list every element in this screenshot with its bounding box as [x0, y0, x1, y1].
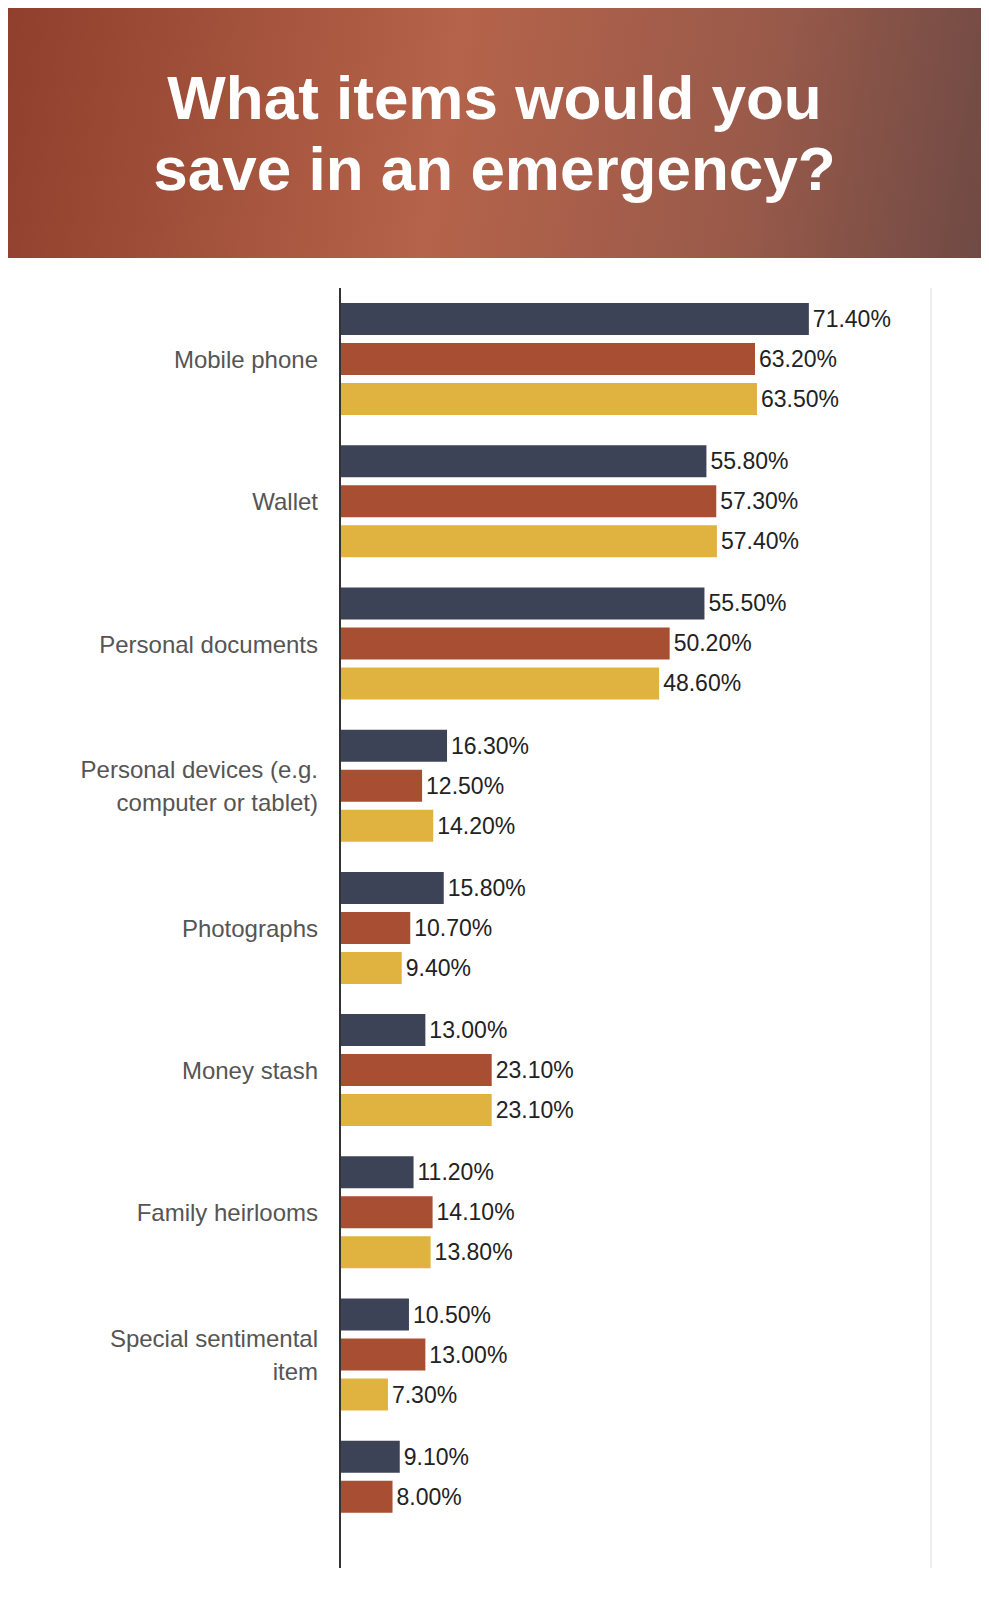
svg-text:Personal documents: Personal documents: [99, 630, 318, 657]
svg-text:10.70%: 10.70%: [414, 915, 492, 941]
svg-text:23.10%: 23.10%: [496, 1097, 574, 1123]
svg-text:63.50%: 63.50%: [761, 386, 839, 412]
svg-text:50.20%: 50.20%: [674, 630, 752, 656]
svg-text:57.40%: 57.40%: [721, 528, 799, 554]
svg-text:48.60%: 48.60%: [663, 670, 741, 696]
svg-text:9.40%: 9.40%: [406, 955, 471, 981]
svg-text:9.10%: 9.10%: [404, 1444, 469, 1470]
svg-text:Money stash: Money stash: [182, 1057, 318, 1084]
svg-text:Photographs: Photographs: [182, 915, 318, 942]
svg-text:Wallet: Wallet: [252, 488, 318, 515]
svg-text:55.80%: 55.80%: [710, 448, 788, 474]
svg-text:11.20%: 11.20%: [418, 1159, 494, 1185]
svg-text:13.80%: 13.80%: [435, 1239, 513, 1265]
svg-text:10.50%: 10.50%: [413, 1302, 491, 1328]
svg-text:16.30%: 16.30%: [451, 733, 529, 759]
svg-text:7.30%: 7.30%: [392, 1382, 457, 1408]
svg-text:14.20%: 14.20%: [437, 813, 515, 839]
svg-text:15.80%: 15.80%: [448, 875, 526, 901]
svg-text:13.00%: 13.00%: [429, 1342, 507, 1368]
svg-text:Family heirlooms: Family heirlooms: [137, 1199, 318, 1226]
svg-text:Special sentimentalitem: Special sentimentalitem: [110, 1325, 318, 1385]
svg-text:63.20%: 63.20%: [759, 346, 837, 372]
svg-text:Mobile phone: Mobile phone: [174, 346, 318, 373]
svg-text:Personal devices (e.g.computer: Personal devices (e.g.computer or tablet…: [81, 756, 318, 816]
svg-text:12.50%: 12.50%: [426, 773, 504, 799]
svg-text:71.40%: 71.40%: [813, 306, 891, 332]
svg-text:13.00%: 13.00%: [429, 1017, 507, 1043]
svg-text:23.10%: 23.10%: [496, 1057, 574, 1083]
svg-text:14.10%: 14.10%: [437, 1199, 515, 1225]
svg-text:8.00%: 8.00%: [397, 1484, 462, 1510]
html-text:What items would you save in a: What items would you save in an emergenc…: [153, 62, 836, 203]
svg-text:55.50%: 55.50%: [708, 590, 786, 616]
svg-text:57.30%: 57.30%: [720, 488, 798, 514]
